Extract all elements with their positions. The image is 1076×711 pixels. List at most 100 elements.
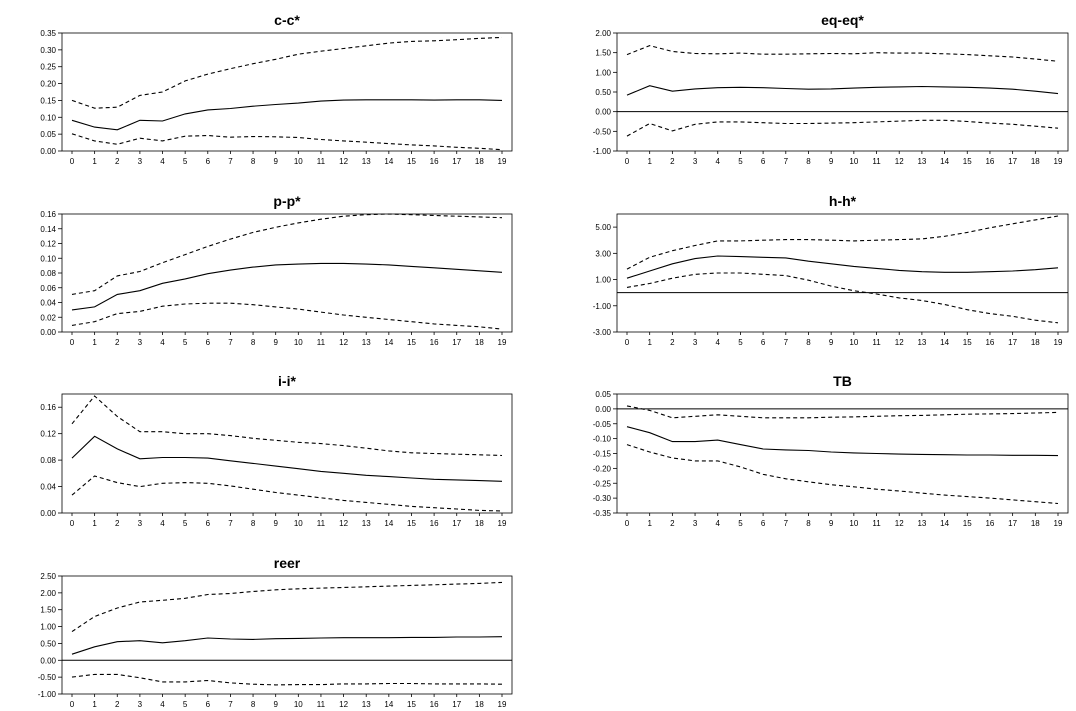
y-tick-label: -0.35	[593, 509, 612, 518]
x-tick-label: 10	[849, 338, 858, 347]
confidence-band-line	[626, 444, 1059, 505]
x-tick-label: 4	[716, 519, 721, 528]
x-tick-label: 15	[963, 157, 972, 166]
x-tick-label: 11	[872, 157, 881, 166]
x-tick-label: 19	[1054, 338, 1063, 347]
x-tick-label: 3	[138, 338, 143, 347]
x-tick-label: 2	[670, 519, 675, 528]
x-tick-label: 12	[339, 519, 348, 528]
x-tick-label: 13	[362, 700, 371, 709]
x-tick-label: 12	[339, 157, 348, 166]
y-tick-label: 1.00	[595, 276, 611, 285]
panel-title: c-c*	[274, 12, 300, 28]
confidence-band-line	[626, 119, 1059, 137]
x-tick-label: 8	[251, 157, 256, 166]
panel-2: p-p* 0.00 0.02 0.04 0.06 0.08 0.10 0.12 0.14 0.16…	[40, 193, 513, 347]
y-tick-label: -0.50	[593, 127, 612, 136]
x-tick-label: 17	[1008, 157, 1017, 166]
y-tick-label: 1.00	[595, 68, 611, 77]
x-tick-label: 3	[693, 157, 698, 166]
x-tick-label: 16	[430, 700, 439, 709]
y-tick-label: -1.00	[38, 690, 57, 699]
panel-title: eq-eq*	[821, 12, 864, 28]
panel-title: TB	[833, 373, 852, 389]
y-tick-label: 0.20	[40, 80, 56, 89]
panel-title: i-i*	[278, 373, 296, 389]
y-tick-label: 0.05	[40, 130, 56, 139]
x-tick-label: 10	[294, 338, 303, 347]
x-tick-label: 5	[183, 700, 188, 709]
x-tick-label: 1	[92, 700, 97, 709]
x-tick-label: 3	[138, 157, 143, 166]
x-tick-label: 6	[761, 519, 766, 528]
y-tick-label: -0.30	[593, 494, 612, 503]
x-tick-label: 4	[160, 519, 165, 528]
x-tick-label: 11	[872, 519, 881, 528]
x-tick-label: 16	[985, 519, 994, 528]
x-tick-label: 12	[339, 338, 348, 347]
x-tick-label: 17	[452, 700, 461, 709]
y-tick-label: -0.25	[593, 479, 612, 488]
confidence-band-line	[626, 215, 1059, 270]
x-tick-label: 13	[362, 338, 371, 347]
confidence-band-line	[626, 272, 1059, 324]
panel-title: p-p*	[273, 193, 301, 209]
x-tick-label: 1	[92, 519, 97, 528]
y-tick-label: 0.05	[595, 390, 611, 399]
x-tick-label: 1	[647, 338, 652, 347]
x-tick-label: 7	[228, 338, 233, 347]
impulse-response-line	[626, 85, 1059, 96]
x-tick-label: 9	[273, 157, 278, 166]
x-tick-label: 17	[1008, 519, 1017, 528]
x-tick-label: 3	[138, 519, 143, 528]
panel-6: reer -1.00 -0.50 0.00 0.50 1.00 1.50 2.00 2.50 0 1…	[38, 555, 513, 709]
x-tick-label: 13	[362, 157, 371, 166]
plot-frame	[616, 213, 1069, 333]
panel-4: i-i*0.000.040.080.120.160 1 2 3 4 5 6 7 8 9 10 11 12…	[40, 373, 513, 528]
y-tick-label: -0.20	[593, 464, 612, 473]
x-tick-label: 3	[693, 338, 698, 347]
x-tick-label: 15	[407, 519, 416, 528]
x-tick-label: 11	[317, 519, 326, 528]
x-tick-label: 6	[761, 338, 766, 347]
x-tick-label: 8	[251, 338, 256, 347]
x-tick-label: 8	[806, 519, 811, 528]
y-tick-label: 0.25	[40, 63, 56, 72]
confidence-band-line	[71, 475, 503, 512]
x-tick-label: 11	[317, 700, 326, 709]
panel-0: c-c*0.000.050.100.150.200.250.300.350 1 2 3…	[40, 12, 513, 166]
x-tick-label: 18	[1031, 519, 1040, 528]
x-tick-label: 10	[849, 157, 858, 166]
impulse-response-line	[71, 99, 503, 131]
y-tick-label: 0.08	[40, 269, 56, 278]
x-tick-label: 2	[670, 157, 675, 166]
panel-title: reer	[274, 555, 301, 571]
x-tick-label: 6	[206, 519, 211, 528]
x-tick-label: 1	[647, 157, 652, 166]
x-tick-label: 19	[498, 519, 507, 528]
x-tick-label: 6	[761, 157, 766, 166]
x-tick-label: 8	[806, 338, 811, 347]
impulse-response-line	[71, 636, 503, 655]
x-tick-label: 16	[985, 338, 994, 347]
x-tick-label: 3	[693, 519, 698, 528]
impulse-response-line	[71, 262, 503, 311]
y-tick-label: 0.06	[40, 284, 56, 293]
x-tick-label: 8	[806, 157, 811, 166]
x-tick-label: 18	[475, 519, 484, 528]
x-tick-label: 16	[985, 157, 994, 166]
x-tick-label: 7	[784, 157, 789, 166]
y-tick-label: 0.10	[40, 254, 56, 263]
x-tick-label: 13	[917, 338, 926, 347]
x-tick-label: 9	[829, 519, 834, 528]
x-tick-label: 11	[872, 338, 881, 347]
y-tick-label: 2.50	[40, 572, 56, 581]
y-tick-label: 0.16	[40, 403, 56, 412]
y-tick-label: 0.50	[595, 88, 611, 97]
impulse-response-line	[626, 426, 1059, 457]
y-tick-label: -0.50	[38, 673, 57, 682]
y-tick-label: 0.00	[40, 147, 56, 156]
confidence-band-line	[626, 45, 1059, 62]
x-tick-label: 18	[1031, 338, 1040, 347]
y-tick-label: 0.30	[40, 46, 56, 55]
